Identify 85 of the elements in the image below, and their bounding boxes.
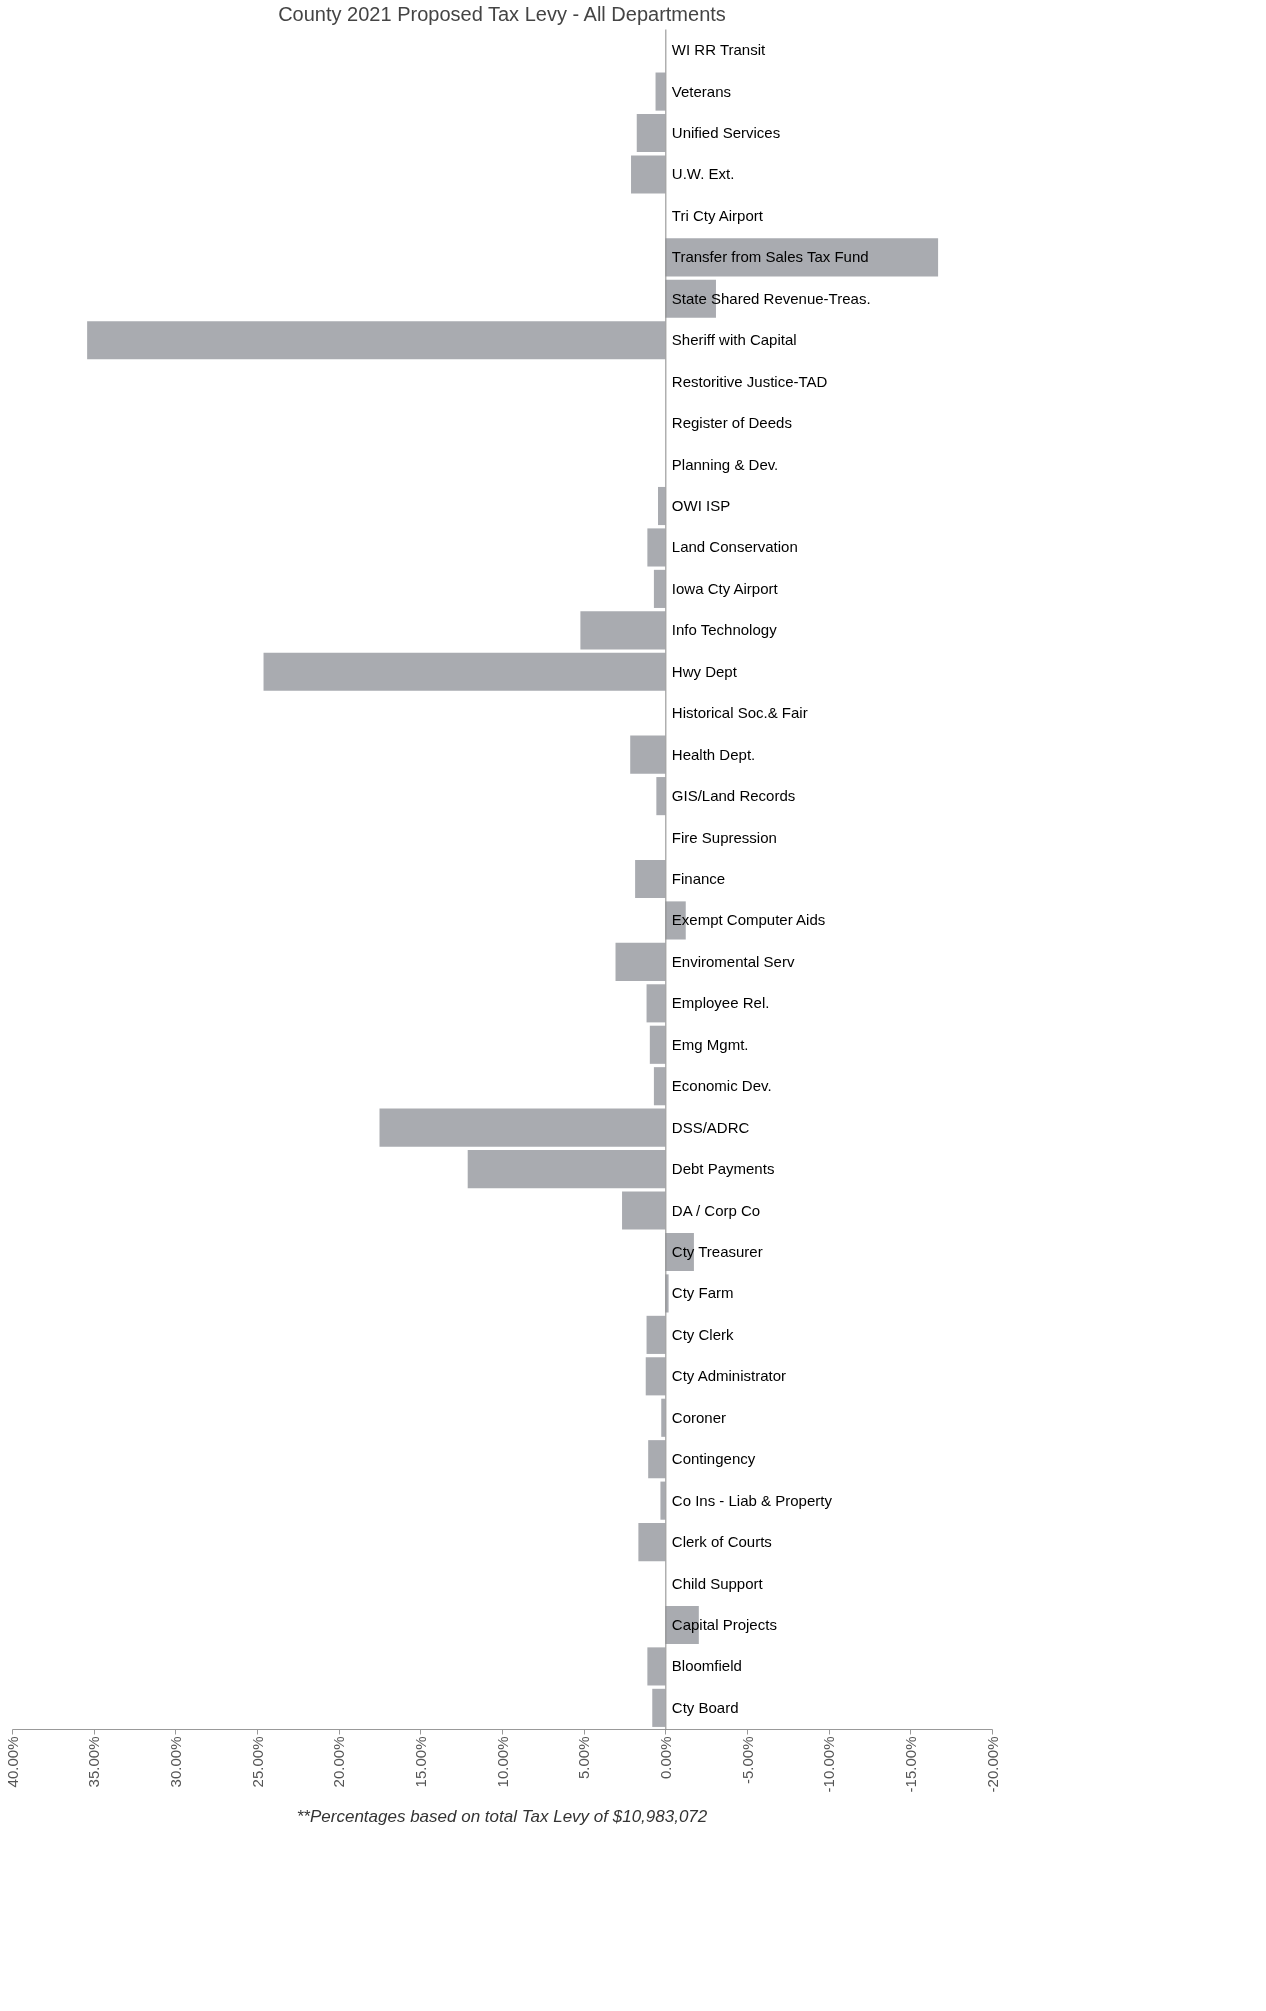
bar <box>661 1398 666 1437</box>
bar <box>648 1440 666 1479</box>
x-tick-label: -15.00% <box>901 1736 919 1793</box>
y-tick-label: State Shared Revenue-Treas. <box>671 289 871 307</box>
y-tick-label: Employee Rel. <box>671 994 770 1012</box>
y-tick-label: OWI ISP <box>671 497 731 515</box>
bar <box>622 1191 666 1230</box>
y-tick-label: DA / Corp Co <box>671 1201 761 1219</box>
y-tick-label: Cty Board <box>671 1698 739 1716</box>
bar <box>665 238 939 277</box>
bar <box>655 72 666 111</box>
y-tick-label: Emg Mgmt. <box>671 1035 749 1053</box>
y-tick-label: Finance <box>671 870 726 887</box>
y-tick-label: Transfer from Sales Tax Fund <box>671 248 869 266</box>
bar <box>580 611 666 650</box>
y-tick-label: Sheriff with Capital <box>671 331 797 349</box>
y-tick-label: Register of Deeds <box>671 414 792 432</box>
bar <box>638 1523 666 1562</box>
y-tick-label: Historical Soc.& Fair <box>671 704 808 722</box>
bar <box>660 1481 666 1520</box>
y-tick-label: Fire Supression <box>671 828 777 846</box>
y-tick-label: Hwy Dept <box>671 662 738 680</box>
y-tick-label: Land Conservation <box>671 538 798 556</box>
y-tick-label: Capital Projects <box>671 1615 777 1633</box>
y-tick-label: Cty Clerk <box>671 1325 734 1343</box>
bar <box>645 1357 666 1396</box>
x-tick-label: 5.00% <box>575 1736 593 1780</box>
x-tick-label: -10.00% <box>820 1736 838 1793</box>
x-tick-label: 15.00% <box>411 1736 429 1788</box>
x-tick-label: 10.00% <box>493 1736 511 1788</box>
bar <box>615 942 666 981</box>
x-tick-label: 40.00% <box>3 1736 21 1788</box>
y-tick-label: GIS/Land Records <box>671 787 796 805</box>
bar <box>647 1647 666 1686</box>
y-tick-label: Bloomfield <box>671 1657 742 1675</box>
x-tick-label: 30.00% <box>166 1736 184 1788</box>
bar <box>646 1315 666 1354</box>
y-tick-label: Cty Farm <box>671 1284 734 1302</box>
bar <box>263 652 666 691</box>
chart-title: County 2021 Proposed Tax Levy - All Departments <box>278 3 726 25</box>
y-tick-label: Iowa Cty Airport <box>671 579 779 597</box>
bar <box>652 1688 666 1727</box>
y-tick-label: Co Ins - Liab & Property <box>671 1491 833 1509</box>
bar <box>631 155 666 194</box>
bar <box>646 984 666 1023</box>
y-tick-label: Cty Administrator <box>671 1367 787 1385</box>
y-tick-label: Planning & Dev. <box>671 455 779 473</box>
bar <box>649 1025 666 1064</box>
bar <box>656 777 666 816</box>
y-tick-label: Enviromental Serv <box>671 952 795 970</box>
bar <box>635 859 666 899</box>
bar <box>653 569 666 608</box>
y-tick-label: Cty Treasurer <box>671 1242 763 1260</box>
bar <box>647 528 666 567</box>
y-tick-label: Exempt Computer Aids <box>671 911 826 929</box>
y-tick-label: Info Technology <box>671 621 778 639</box>
x-tick-label: -5.00% <box>738 1736 756 1785</box>
y-tick-label: WI RR Transit <box>671 41 767 59</box>
y-tick-label: Child Support <box>671 1574 764 1592</box>
y-tick-label: Health Dept. <box>671 745 756 763</box>
y-tick-label: Veterans <box>671 82 732 100</box>
bar <box>636 113 666 153</box>
bar <box>657 486 666 526</box>
text: **Percentages based on total Tax Levy of $10,983,072 <box>296 1807 708 1826</box>
y-tick-label: U.W. Ext. <box>671 165 735 183</box>
y-tick-label: Unified Services <box>671 124 781 142</box>
y-tick-label: Economic Dev. <box>671 1077 772 1095</box>
bar <box>467 1150 666 1189</box>
x-tick-label: 0.00% <box>656 1736 674 1780</box>
x-tick-label: 20.00% <box>330 1736 348 1788</box>
x-tick-label: 35.00% <box>85 1736 103 1788</box>
y-tick-label: Coroner <box>671 1408 727 1426</box>
y-tick-label: Debt Payments <box>671 1160 775 1178</box>
bar <box>379 1108 666 1147</box>
y-tick-label: Contingency <box>671 1450 756 1468</box>
y-tick-label: Clerk of Courts <box>671 1533 772 1551</box>
y-tick-label: Restoritive Justice-TAD <box>671 372 828 390</box>
bar <box>87 321 666 360</box>
bar <box>653 1067 666 1106</box>
x-tick-label: 25.00% <box>248 1736 266 1788</box>
bar <box>630 735 666 774</box>
y-tick-label: DSS/ADRC <box>671 1118 750 1136</box>
y-tick-label: Tri Cty Airport <box>671 206 764 224</box>
x-tick-label: -20.00% <box>983 1736 1001 1793</box>
bar <box>665 1274 669 1313</box>
